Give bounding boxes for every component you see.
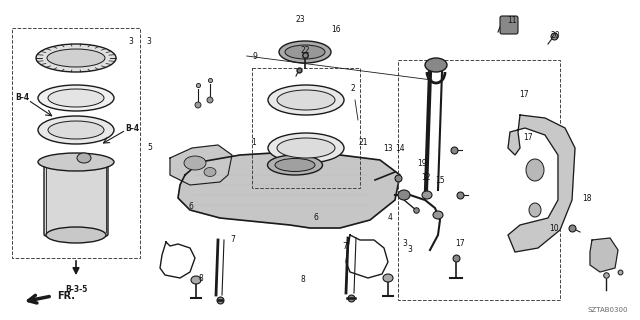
Ellipse shape (277, 138, 335, 158)
Ellipse shape (433, 211, 443, 219)
Text: 3: 3 (407, 245, 412, 254)
Text: FR.: FR. (57, 291, 75, 301)
Text: 17: 17 (524, 133, 533, 142)
Text: 14: 14 (396, 144, 405, 153)
Text: 9: 9 (253, 52, 258, 60)
Text: 16: 16 (332, 25, 341, 34)
Text: 11: 11 (507, 16, 516, 25)
Text: 6: 6 (314, 213, 319, 222)
Ellipse shape (38, 116, 114, 144)
Text: SZTAB0300: SZTAB0300 (588, 307, 628, 313)
Ellipse shape (38, 153, 114, 171)
Text: 8: 8 (198, 274, 203, 283)
Polygon shape (590, 238, 618, 272)
Ellipse shape (48, 89, 104, 107)
Ellipse shape (36, 44, 116, 72)
Ellipse shape (207, 97, 213, 103)
Polygon shape (170, 145, 232, 185)
Ellipse shape (195, 102, 201, 108)
Text: 21: 21 (358, 138, 368, 147)
Text: 10: 10 (549, 224, 559, 233)
Ellipse shape (526, 159, 544, 181)
Text: 2: 2 (351, 84, 355, 92)
Text: 5: 5 (147, 143, 152, 152)
Text: 1: 1 (251, 138, 255, 147)
Text: B-3-5: B-3-5 (65, 285, 87, 294)
Text: 12: 12 (421, 173, 431, 182)
Text: 15: 15 (435, 176, 445, 185)
Text: 19: 19 (417, 159, 427, 168)
Ellipse shape (268, 85, 344, 115)
Text: 13: 13 (383, 144, 392, 153)
Text: 4: 4 (388, 213, 393, 222)
Bar (398, 60, 560, 300)
Ellipse shape (422, 191, 432, 199)
Ellipse shape (425, 58, 447, 72)
Ellipse shape (285, 45, 325, 59)
Text: 17: 17 (456, 239, 465, 248)
Ellipse shape (77, 153, 91, 163)
Text: 3: 3 (128, 37, 133, 46)
Text: 18: 18 (582, 194, 592, 203)
Text: 22: 22 (301, 46, 310, 55)
Ellipse shape (398, 190, 410, 200)
Polygon shape (508, 115, 575, 252)
Ellipse shape (277, 90, 335, 110)
Ellipse shape (383, 274, 393, 282)
Ellipse shape (275, 158, 315, 172)
Ellipse shape (268, 133, 344, 163)
Text: 3: 3 (402, 239, 407, 248)
FancyBboxPatch shape (500, 16, 518, 34)
Ellipse shape (268, 155, 323, 175)
Text: 20: 20 (550, 31, 560, 40)
Ellipse shape (529, 203, 541, 217)
Ellipse shape (47, 49, 105, 67)
Text: 23: 23 (296, 15, 305, 24)
Text: 17: 17 (520, 90, 529, 99)
Polygon shape (178, 152, 400, 228)
Ellipse shape (279, 41, 331, 63)
Text: B-4: B-4 (125, 124, 139, 132)
Text: 3: 3 (146, 37, 151, 46)
FancyBboxPatch shape (44, 160, 108, 236)
Text: 7: 7 (342, 242, 348, 251)
Bar (252, 68, 360, 188)
Ellipse shape (48, 121, 104, 139)
Ellipse shape (191, 276, 201, 284)
Text: 6: 6 (189, 202, 194, 211)
Text: 7: 7 (230, 235, 236, 244)
Ellipse shape (184, 156, 206, 170)
Ellipse shape (46, 227, 106, 243)
Text: 8: 8 (301, 276, 305, 284)
Text: B-4: B-4 (15, 92, 29, 101)
Bar (12, 28, 140, 258)
Ellipse shape (38, 85, 114, 111)
Ellipse shape (204, 167, 216, 177)
